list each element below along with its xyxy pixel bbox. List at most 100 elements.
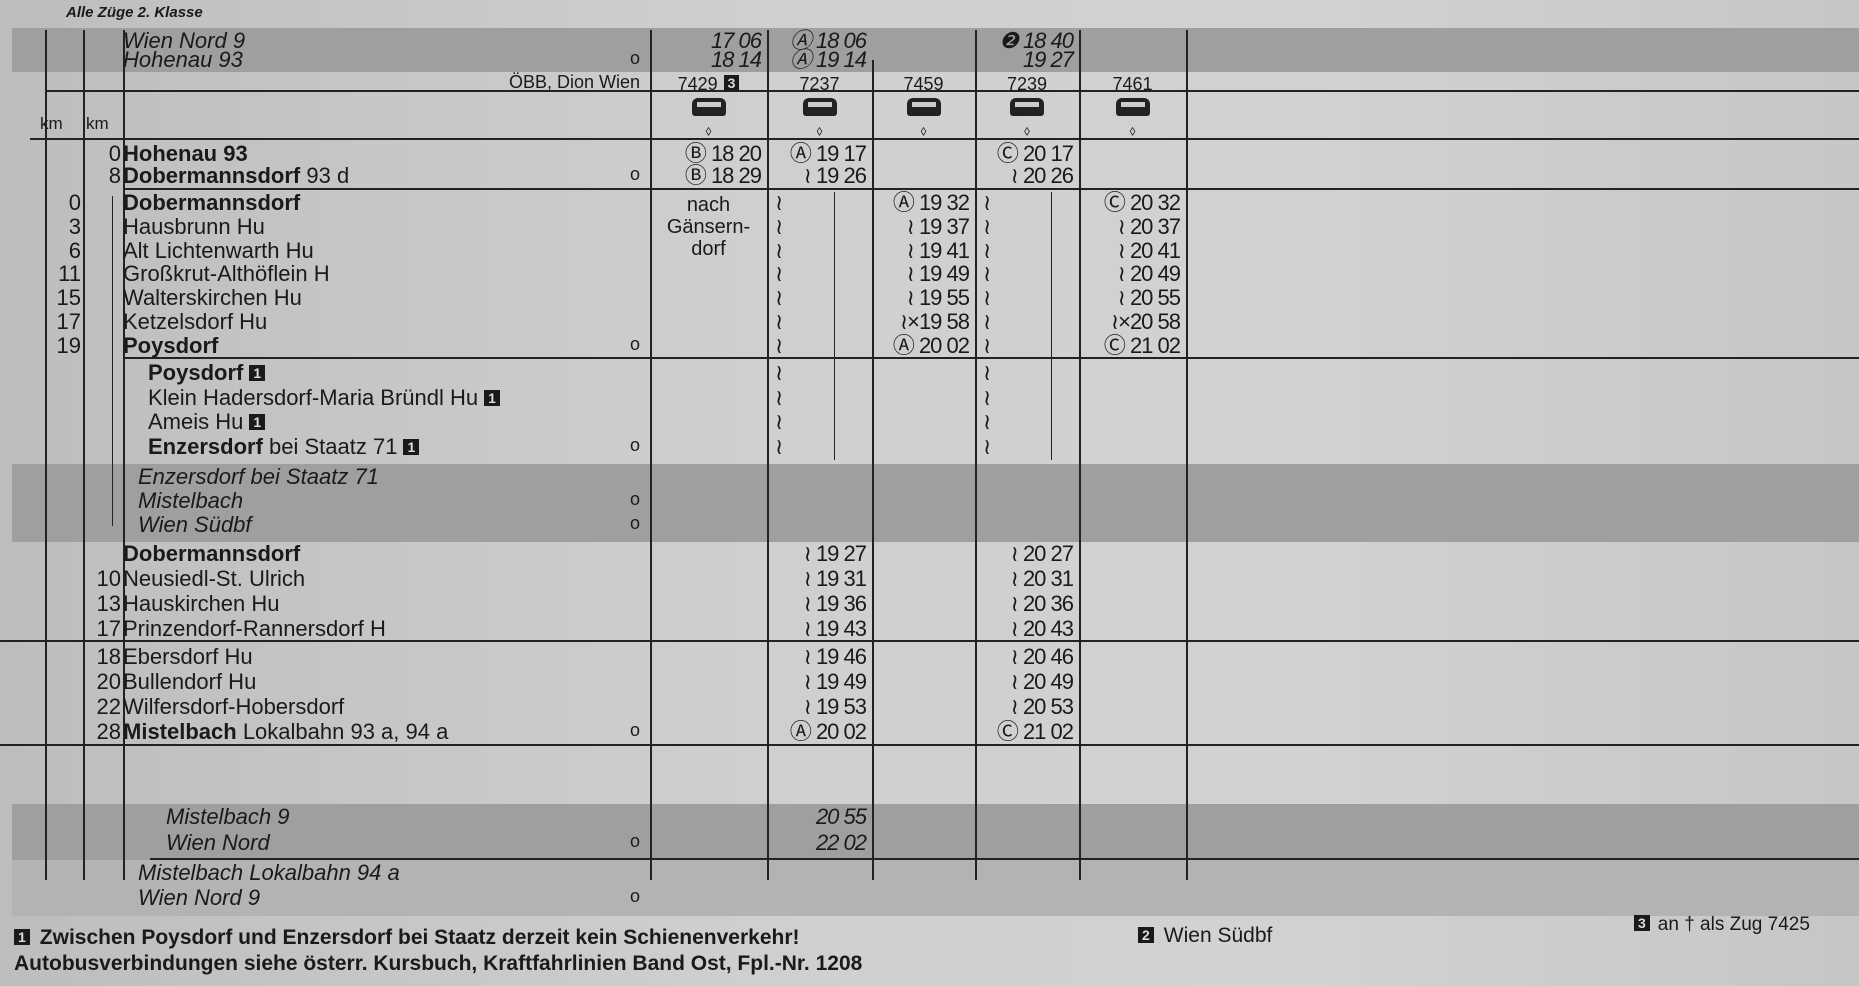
time-cell: Ⓐ 18 06	[789, 28, 867, 53]
time-cell: ≀	[775, 309, 783, 334]
station-name-bold: Dobermannsdorf	[123, 163, 301, 188]
station-name-text: Wien Nord 9	[123, 28, 246, 53]
km-value: 6	[68, 237, 81, 263]
station-name-text: Wien Südbf	[138, 512, 252, 537]
class-note: Alle Züge 2. Klasse	[66, 4, 203, 21]
note-badge: 1	[403, 438, 420, 455]
train-icons: ⬨	[1113, 98, 1153, 139]
station-name-text: Hohenau 93	[123, 47, 243, 72]
km-value: 20	[96, 669, 121, 694]
station-name: Klein Hadersdorf-Maria Bründl Hu 1	[148, 384, 500, 410]
station-name-text: Ketzelsdorf Hu	[123, 309, 268, 334]
time-cell: ≀	[775, 332, 783, 358]
column-divider	[975, 30, 977, 880]
time-cell: ≀ 19 27	[803, 541, 867, 566]
terminus-mark: o	[630, 489, 641, 509]
station-name: Ameis Hu 1	[148, 411, 266, 433]
station-name: Wien Nord 9	[123, 30, 245, 52]
station-name: Enzersdorf bei Staatz 71	[138, 466, 379, 488]
time-cell: ❷ 18 40	[999, 28, 1074, 53]
time-cell: ≀	[983, 309, 991, 334]
station-name: Ebersdorf Hu	[123, 646, 253, 668]
time-cell: ≀ 20 46	[1010, 644, 1074, 669]
time-cell: ≀ 20 53	[1010, 694, 1074, 719]
time-cell: ≀	[775, 433, 783, 459]
time-cell: ≀	[775, 384, 783, 410]
footnote-1-cont: Autobusverbindungen siehe österr. Kursbu…	[14, 952, 862, 976]
time-cell: Ⓒ 21 02	[1103, 332, 1181, 358]
station-name-text: Wien Nord 9	[138, 885, 261, 910]
station-name-text: Mistelbach 9	[166, 804, 290, 829]
station-name-text: Wilfersdorf-Hobersdorf	[123, 694, 345, 719]
time-cell: ≀ 19 46	[803, 644, 867, 669]
time-cell: Ⓐ 19 14	[789, 47, 867, 72]
time-cell: ≀	[983, 213, 991, 239]
shaded-band	[12, 804, 1859, 862]
station-name-bold: Mistelbach	[123, 719, 237, 744]
time-cell: ≀	[983, 384, 991, 410]
km-value: 10	[96, 566, 121, 591]
station-name: Hausbrunn Hu	[123, 215, 265, 238]
footnote-text: Zwischen Poysdorf und Enzersdorf bei Sta…	[39, 926, 800, 949]
station-name: Mistelbach Lokalbahn 93 a, 94 a	[123, 721, 448, 743]
note-badge: 1	[484, 389, 500, 406]
note-badge: 2	[1138, 927, 1154, 943]
row-divider	[0, 640, 1859, 642]
km-value: 11	[58, 261, 81, 287]
time-cell: ≀×19 58	[899, 309, 970, 334]
station-name-bold: Dobermannsdorf	[123, 190, 301, 215]
time-cell: ≀	[983, 433, 991, 459]
station-name-text: Prinzendorf-Rannersdorf H	[123, 616, 386, 641]
diamond-icon: ⬨	[816, 122, 823, 138]
train-number: 7459	[872, 74, 975, 95]
station-name-text: Großkrut-Althöflein H	[123, 261, 330, 287]
time-cell: ≀ 19 41	[906, 237, 970, 263]
time-cell: ≀ 19 49	[906, 261, 970, 287]
time-cell: 17 06	[710, 28, 762, 53]
terminus-mark: o	[630, 434, 641, 455]
diamond-icon: ⬨	[1023, 122, 1031, 138]
station-name-text: Alt Lichtenwarth Hu	[123, 237, 314, 263]
time-cell: ≀ 20 43	[1010, 616, 1074, 641]
bus-icon	[906, 98, 941, 116]
terminus-mark: o	[630, 513, 641, 533]
station-name: Wien Nord	[166, 832, 270, 854]
time-cell: ≀ 20 31	[1010, 566, 1074, 591]
time-cell: ≀	[983, 190, 991, 215]
km-value: 17	[96, 616, 121, 641]
km-value: 28	[96, 719, 121, 744]
time-cell: ≀ 20 26	[1010, 163, 1074, 188]
time-cell: ≀	[775, 409, 783, 434]
station-name: Ketzelsdorf Hu	[123, 311, 267, 333]
footnote-text: an † als Zug 7425	[1657, 914, 1810, 935]
station-name-text: Neusiedl-St. Ulrich	[123, 566, 306, 591]
terminus-mark: o	[630, 164, 641, 184]
km-value: 22	[96, 694, 121, 719]
time-cell: ≀ 19 55	[906, 285, 970, 311]
train-number-text: 7237	[799, 74, 840, 94]
km-value: 18	[96, 644, 121, 669]
terminus-mark: o	[630, 333, 641, 354]
note-badge: 1	[249, 365, 266, 381]
row-divider	[0, 744, 1859, 746]
time-cell: Ⓐ 19 32	[892, 190, 970, 215]
train-number: 7429 3	[650, 74, 767, 95]
km-label: km	[86, 114, 109, 133]
column-divider	[872, 60, 874, 880]
station-name: Poysdorf 1	[148, 362, 266, 384]
station-name-bold: Enzersdorf	[148, 433, 263, 459]
footnote-1: 1 Zwischen Poysdorf und Enzersdorf bei St…	[14, 926, 800, 950]
station-name: Hohenau 93	[123, 49, 243, 71]
bus-icon	[691, 98, 726, 116]
time-cell: ≀	[983, 409, 991, 434]
station-name-text: Mistelbach	[138, 488, 244, 513]
time-cell: ≀	[775, 190, 783, 215]
time-cell: ≀ 20 37	[1117, 213, 1181, 239]
diamond-icon: ⬨	[1129, 122, 1136, 138]
time-cell: ≀ 20 36	[1010, 591, 1074, 616]
station-name-text: Klein Hadersdorf-Maria Bründl Hu	[148, 384, 479, 410]
km-value: 13	[96, 591, 121, 616]
station-name-text: Lokalbahn 93 a, 94 a	[236, 719, 449, 744]
column-divider	[45, 30, 47, 880]
